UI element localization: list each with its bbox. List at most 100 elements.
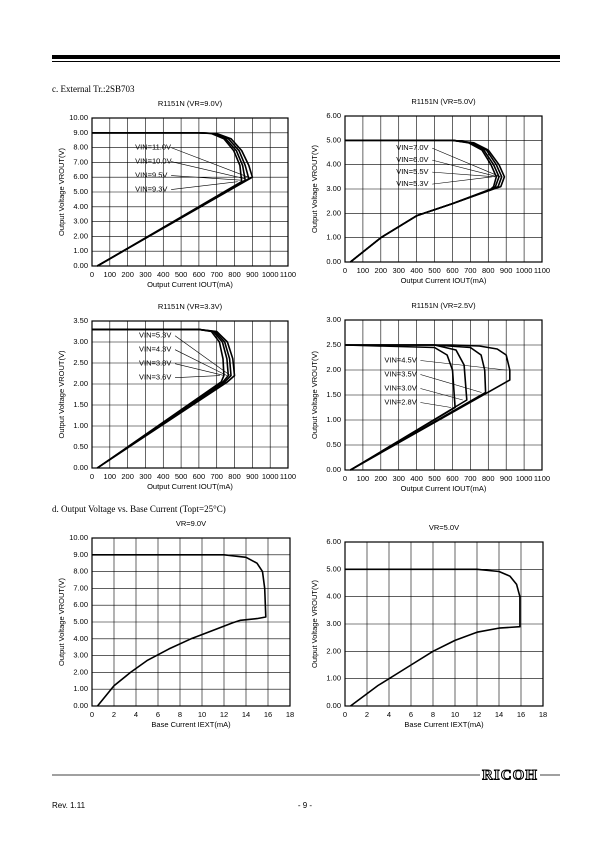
- x-tick-label: 300: [392, 266, 405, 275]
- y-tick-label: 0.00: [73, 701, 88, 710]
- data-line: [344, 344, 456, 471]
- legend-label: VIN=5.3V: [139, 331, 171, 340]
- y-tick-label: 9.00: [73, 128, 88, 137]
- x-tick-label: 100: [104, 270, 117, 279]
- x-tick-label: 300: [139, 472, 152, 481]
- y-tick-label: 0.00: [73, 261, 88, 270]
- chart-title: R1151N (VR=5.0V): [411, 97, 476, 106]
- x-tick-label: 1000: [516, 266, 533, 275]
- y-tick-label: 1.00: [73, 684, 88, 693]
- y-tick-label: 7.00: [73, 157, 88, 166]
- legend-label: VIN=4.3V: [139, 345, 171, 354]
- x-tick-label: 800: [482, 266, 495, 275]
- x-tick-label: 600: [446, 474, 459, 483]
- x-tick-label: 16: [264, 710, 272, 719]
- y-tick-label: 4.00: [73, 202, 88, 211]
- x-tick-label: 900: [246, 472, 259, 481]
- y-tick-label: 0.50: [326, 440, 341, 449]
- y-tick-label: 1.00: [73, 421, 88, 430]
- y-tick-label: 2.00: [326, 365, 341, 374]
- legend-label: VIN=9.3V: [135, 185, 167, 194]
- x-tick-label: 800: [482, 474, 495, 483]
- x-tick-label: 400: [410, 474, 423, 483]
- x-tick-label: 1000: [262, 270, 279, 279]
- x-tick-label: 600: [446, 266, 459, 275]
- x-tick-label: 0: [343, 710, 347, 719]
- plot-border: [91, 320, 289, 469]
- data-line: [92, 328, 225, 469]
- y-tick-label: 6.00: [73, 600, 88, 609]
- x-axis-label: Output Current IOUT(mA): [147, 280, 233, 289]
- y-tick-label: 0.00: [326, 701, 341, 710]
- leader-line: [432, 147, 501, 178]
- plot-border: [344, 541, 544, 707]
- page-number: - 9 -: [298, 801, 313, 810]
- leader-line: [420, 388, 463, 401]
- x-tick-label: 4: [134, 710, 138, 719]
- legend-label: VIN=2.8V: [384, 397, 416, 406]
- x-tick-label: 2: [112, 710, 116, 719]
- y-tick-label: 5.00: [326, 135, 341, 144]
- y-tick-label: 1.00: [326, 415, 341, 424]
- leader-line: [171, 147, 249, 178]
- y-tick-label: 10.00: [69, 113, 88, 122]
- leader-line: [420, 374, 482, 393]
- legend-label: VIN=3.8V: [139, 359, 171, 368]
- x-tick-label: 200: [121, 270, 134, 279]
- y-tick-label: 2.00: [73, 231, 88, 240]
- y-tick-label: 0.00: [73, 463, 88, 472]
- chart-title: R1151N (VR=2.5V): [411, 301, 476, 310]
- x-tick-label: 12: [473, 710, 481, 719]
- x-tick-label: 8: [431, 710, 435, 719]
- x-tick-label: 18: [539, 710, 547, 719]
- legend-label: VIN=3.5V: [384, 369, 416, 378]
- x-tick-label: 0: [343, 266, 347, 275]
- plot-border: [344, 115, 543, 263]
- y-axis-label: Output Voltage VROUT(V): [57, 350, 66, 438]
- y-tick-label: 10.00: [69, 533, 88, 542]
- legend-label: VIN=10.0V: [135, 157, 171, 166]
- x-tick-label: 700: [464, 474, 477, 483]
- y-tick-label: 8.00: [73, 143, 88, 152]
- x-tick-label: 0: [90, 472, 94, 481]
- x-tick-label: 200: [375, 474, 388, 483]
- x-tick-label: 600: [193, 472, 206, 481]
- x-tick-label: 1100: [280, 270, 296, 279]
- x-tick-label: 1000: [262, 472, 279, 481]
- x-tick-label: 700: [210, 472, 223, 481]
- x-tick-label: 14: [242, 710, 250, 719]
- leader-line: [175, 375, 220, 378]
- x-tick-label: 100: [104, 472, 117, 481]
- x-tick-label: 800: [228, 270, 241, 279]
- x-tick-label: 0: [343, 474, 347, 483]
- y-tick-label: 7.00: [73, 583, 88, 592]
- y-tick-label: 2.50: [326, 340, 341, 349]
- x-tick-label: 18: [286, 710, 294, 719]
- y-tick-label: 3.00: [326, 619, 341, 628]
- x-tick-label: 6: [409, 710, 413, 719]
- plot-border: [344, 319, 543, 471]
- x-tick-label: 400: [157, 270, 170, 279]
- data-line: [92, 132, 254, 267]
- top-rule-thin: [52, 61, 560, 62]
- legend-label: VIN=9.5V: [135, 171, 167, 180]
- y-tick-label: 3.00: [326, 315, 341, 324]
- y-tick-label: 2.00: [73, 379, 88, 388]
- y-axis-label: Output Voltage VROUT(V): [57, 148, 66, 236]
- x-tick-label: 1000: [516, 474, 533, 483]
- y-tick-label: 2.50: [73, 358, 88, 367]
- x-tick-label: 900: [500, 474, 513, 483]
- leader-line: [432, 171, 496, 178]
- x-tick-label: 100: [357, 266, 370, 275]
- y-tick-label: 1.00: [73, 246, 88, 255]
- data-line: [92, 132, 243, 267]
- y-tick-label: 1.00: [326, 233, 341, 242]
- x-tick-label: 300: [392, 474, 405, 483]
- x-tick-label: 800: [228, 472, 241, 481]
- x-tick-label: 200: [375, 266, 388, 275]
- y-tick-label: 4.00: [326, 592, 341, 601]
- y-tick-label: 4.00: [73, 634, 88, 643]
- x-tick-label: 0: [90, 710, 94, 719]
- section-heading: c. External Tr.:2SB703: [52, 84, 135, 94]
- y-tick-label: 5.00: [73, 617, 88, 626]
